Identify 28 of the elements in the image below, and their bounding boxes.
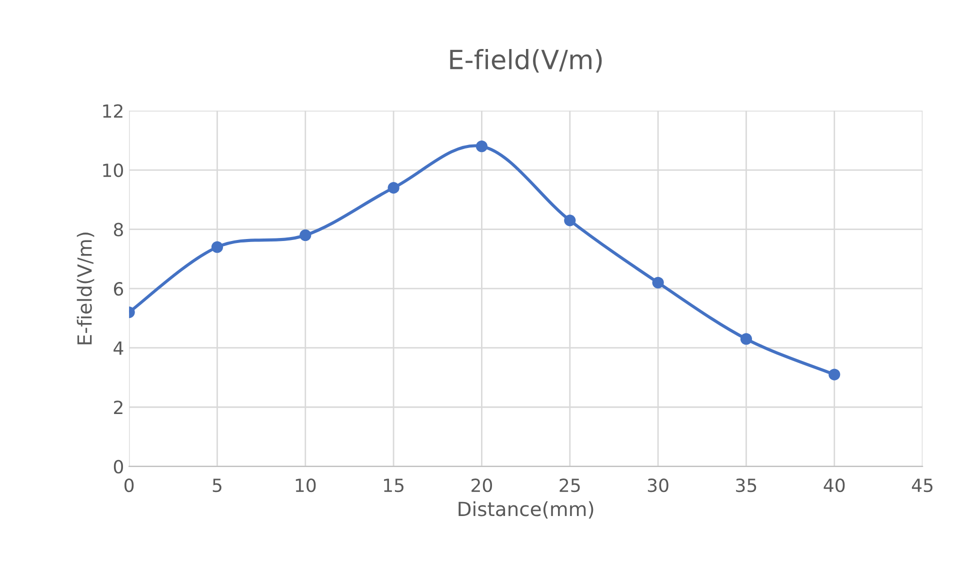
- point: [476, 140, 488, 152]
- y-axis-title: E-field(V/m): [76, 232, 94, 344]
- y-tick-label: 0: [114, 460, 123, 474]
- y-tick-label: 2: [114, 400, 122, 414]
- x-tick-label: 20: [472, 478, 492, 492]
- point: [828, 368, 840, 380]
- point: [388, 182, 400, 194]
- x-tick-label: 35: [736, 478, 756, 492]
- x-tick-label: 10: [296, 478, 316, 492]
- chart-title: E-field(V/m): [450, 49, 602, 73]
- x-tick-label: 30: [648, 478, 668, 492]
- point: [211, 241, 224, 253]
- x-tick-label: 40: [824, 478, 845, 492]
- y-tick-label: 6: [114, 282, 124, 296]
- x-tick-label: 25: [560, 478, 580, 492]
- y-tick-label: 12: [103, 104, 122, 118]
- point: [652, 276, 664, 288]
- x-tick-label: 5: [212, 478, 222, 492]
- point: [740, 333, 752, 345]
- x-tick-label: 0: [124, 478, 134, 492]
- x-tick-label: 45: [912, 478, 932, 492]
- y-tick-label: 8: [114, 222, 123, 236]
- point: [300, 229, 312, 242]
- y-tick-label: 10: [103, 164, 123, 178]
- x-axis-title: Distance(mm): [458, 501, 594, 519]
- point: [564, 214, 576, 226]
- x-tick-label: 15: [384, 478, 404, 492]
- y-tick-label: 4: [114, 342, 124, 355]
